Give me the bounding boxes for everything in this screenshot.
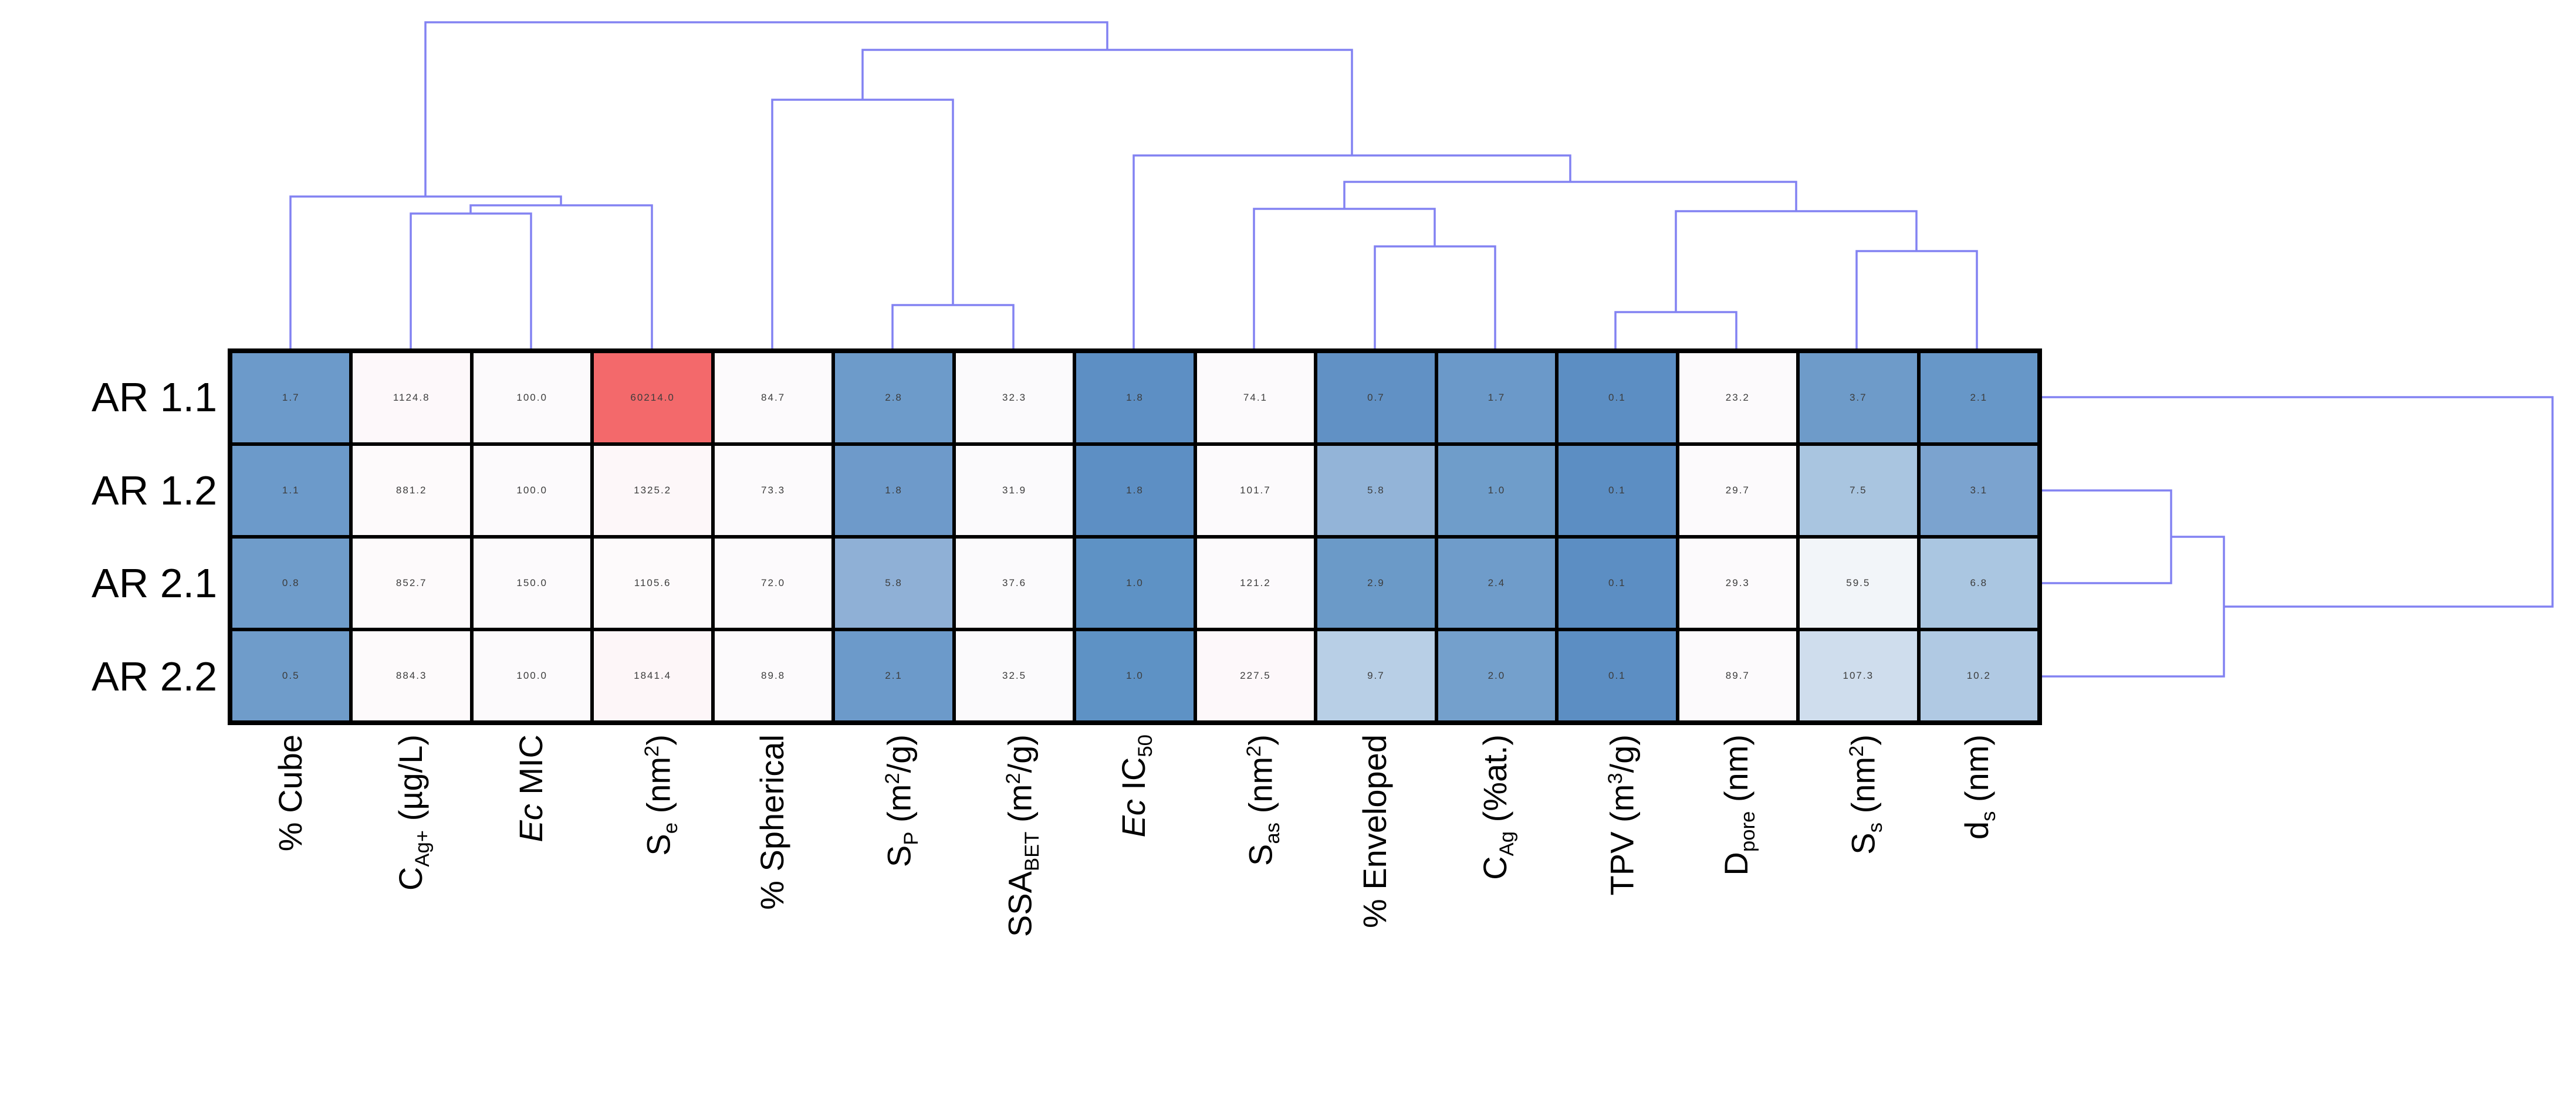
column-label: % Spherical <box>753 734 790 910</box>
heatmap-cell: 89.8 <box>714 631 832 720</box>
heatmap-cell: 74.1 <box>1196 353 1314 442</box>
heatmap-cell: 73.3 <box>714 446 832 535</box>
heatmap-cell: 29.3 <box>1679 539 1797 628</box>
heatmap-cell: 2.0 <box>1438 631 1556 720</box>
row-label: AR 2.1 <box>92 560 217 607</box>
heatmap-cell: 84.7 <box>714 353 832 442</box>
row-label: AR 1.1 <box>92 374 217 421</box>
column-label: CAg (%at.) <box>1476 734 1519 880</box>
column-label: SP (m2/g) <box>880 734 923 868</box>
heatmap-cell: 0.1 <box>1559 353 1676 442</box>
heatmap-cell: 60214.0 <box>594 353 711 442</box>
heatmap-cell: 2.8 <box>835 353 952 442</box>
top-dendrogram-link <box>891 304 1015 351</box>
heatmap-cell: 1.7 <box>1438 353 1556 442</box>
heatmap-cell: 31.9 <box>955 446 1073 535</box>
column-label: Sas (nm2) <box>1242 734 1284 866</box>
right-dendrogram-link <box>2042 489 2172 584</box>
heatmap-cell: 1.1 <box>232 446 350 535</box>
heatmap-cell: 852.7 <box>353 539 470 628</box>
heatmap-cell: 3.1 <box>1920 446 2037 535</box>
right-dendrogram-link <box>2042 396 2554 608</box>
heatmap-cell: 1124.8 <box>353 353 470 442</box>
heatmap-cell: 0.7 <box>1317 353 1435 442</box>
column-label: ds (nm) <box>1958 734 2000 840</box>
heatmap-cell: 7.5 <box>1800 446 1917 535</box>
top-dendrogram-link <box>289 195 562 351</box>
top-dendrogram-link <box>771 99 954 351</box>
heatmap-cell: 100.0 <box>473 353 591 442</box>
row-label: AR 2.2 <box>92 653 217 699</box>
column-label: CAg+ (µg/L) <box>392 734 434 891</box>
column-label: Ec IC50 <box>1115 734 1157 838</box>
heatmap-cell: 1.7 <box>232 353 350 442</box>
column-label: % Enveloped <box>1355 734 1393 929</box>
heatmap-cell: 1.0 <box>1076 631 1194 720</box>
heatmap-cell: 6.8 <box>1920 539 2037 628</box>
column-label: Dpore (nm) <box>1717 734 1759 876</box>
heatmap-cell: 1105.6 <box>594 539 711 628</box>
heatmap-cell: 1.0 <box>1076 539 1194 628</box>
top-dendrogram-link <box>410 212 532 351</box>
heatmap-cell: 1325.2 <box>594 446 711 535</box>
heatmap-cell: 29.7 <box>1679 446 1797 535</box>
heatmap-cell: 5.8 <box>835 539 952 628</box>
heatmap-cell: 59.5 <box>1800 539 1917 628</box>
top-dendrogram-link <box>861 49 1353 155</box>
top-dendrogram-link <box>1133 154 1571 351</box>
row-label: AR 1.2 <box>92 467 217 513</box>
heatmap-cell: 884.3 <box>353 631 470 720</box>
top-dendrogram-link <box>1855 250 1978 351</box>
heatmap-cell: 72.0 <box>714 539 832 628</box>
heatmap-cell: 32.3 <box>955 353 1073 442</box>
column-label: Ss (nm2) <box>1844 734 1887 855</box>
heatmap-cell: 1841.4 <box>594 631 711 720</box>
top-dendrogram-link <box>1343 181 1797 211</box>
heatmap-cell: 9.7 <box>1317 631 1435 720</box>
column-label: SSABET (m2/g) <box>1001 734 1043 937</box>
right-dendrogram-link <box>2042 536 2225 678</box>
heatmap-grid: 1.7 1124.8 100.0 60214.0 84.7 2.8 32.3 1.8 74.1 0… <box>228 348 2042 725</box>
heatmap-cell: 1.8 <box>1076 353 1194 442</box>
heatmap-cell: 227.5 <box>1196 631 1314 720</box>
heatmap-cell: 881.2 <box>353 446 470 535</box>
heatmap-cell: 0.5 <box>232 631 350 720</box>
heatmap-cell: 107.3 <box>1800 631 1917 720</box>
column-label: Se (nm2) <box>640 734 682 856</box>
heatmap-cell: 0.8 <box>232 539 350 628</box>
top-dendrogram-link <box>1253 208 1436 351</box>
heatmap-cell: 101.7 <box>1196 446 1314 535</box>
heatmap-cell: 2.1 <box>835 631 952 720</box>
top-dendrogram-link <box>469 204 653 351</box>
heatmap-cell: 89.7 <box>1679 631 1797 720</box>
heatmap-cell: 2.1 <box>1920 353 2037 442</box>
column-label: Ec MIC <box>512 734 550 842</box>
heatmap-cell: 100.0 <box>473 446 591 535</box>
heatmap-cell: 150.0 <box>473 539 591 628</box>
heatmap-cell: 1.0 <box>1438 446 1556 535</box>
heatmap-cell: 3.7 <box>1800 353 1917 442</box>
heatmap-cell: 10.2 <box>1920 631 2037 720</box>
heatmap-cell: 2.9 <box>1317 539 1435 628</box>
heatmap-cell: 0.1 <box>1559 446 1676 535</box>
heatmap-cell: 121.2 <box>1196 539 1314 628</box>
top-dendrogram-link <box>1374 245 1496 351</box>
top-dendrogram-link <box>1614 311 1737 351</box>
heatmap-cell: 1.8 <box>1076 446 1194 535</box>
heatmap-cell: 0.1 <box>1559 539 1676 628</box>
heatmap-cell: 0.1 <box>1559 631 1676 720</box>
top-dendrogram-link <box>424 21 1108 197</box>
heatmap-cell: 37.6 <box>955 539 1073 628</box>
column-label: TPV (m3/g) <box>1603 734 1641 896</box>
heatmap-cell: 32.5 <box>955 631 1073 720</box>
heatmap-cell: 1.8 <box>835 446 952 535</box>
top-dendrogram-link <box>1675 210 1918 312</box>
heatmap-cell: 2.4 <box>1438 539 1556 628</box>
heatmap-cell: 5.8 <box>1317 446 1435 535</box>
column-label: % Cube <box>271 734 309 852</box>
heatmap-cell: 100.0 <box>473 631 591 720</box>
heatmap-cell: 23.2 <box>1679 353 1797 442</box>
